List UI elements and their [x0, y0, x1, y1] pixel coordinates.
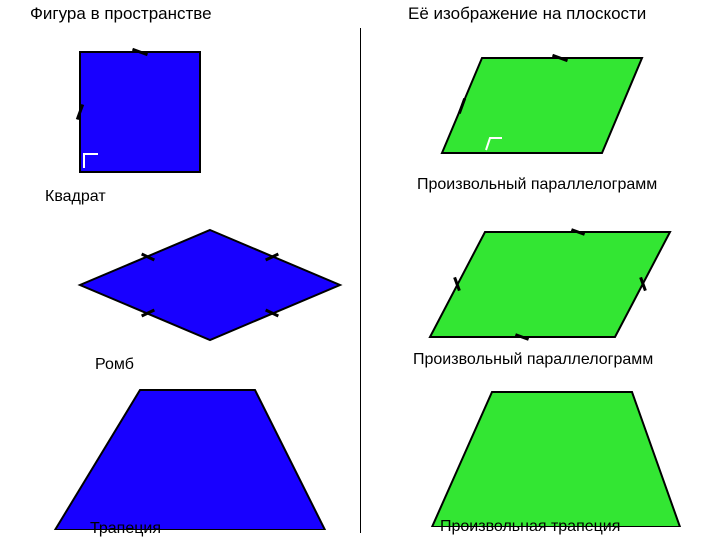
label-parallelogram-1: Произвольный параллелограмм — [417, 176, 657, 194]
label-rhombus: Ромб — [95, 356, 134, 374]
shape-parallelogram-1 — [432, 48, 652, 158]
label-arb-trapezoid: Произвольная трапеция — [440, 518, 620, 536]
label-trapezoid: Трапеция — [90, 520, 161, 538]
shape-rhombus — [70, 220, 350, 345]
label-parallelogram-2: Произвольный параллелограмм — [413, 351, 653, 369]
header-right: Её изображение на плоскости — [408, 4, 646, 24]
shape-square — [70, 42, 210, 182]
header-left: Фигура в пространстве — [30, 4, 212, 24]
shape-arb-trapezoid — [422, 382, 690, 527]
shape-trapezoid — [45, 380, 335, 530]
column-divider — [360, 28, 361, 533]
label-square: Квадрат — [45, 188, 106, 206]
shape-parallelogram-2 — [420, 222, 680, 342]
